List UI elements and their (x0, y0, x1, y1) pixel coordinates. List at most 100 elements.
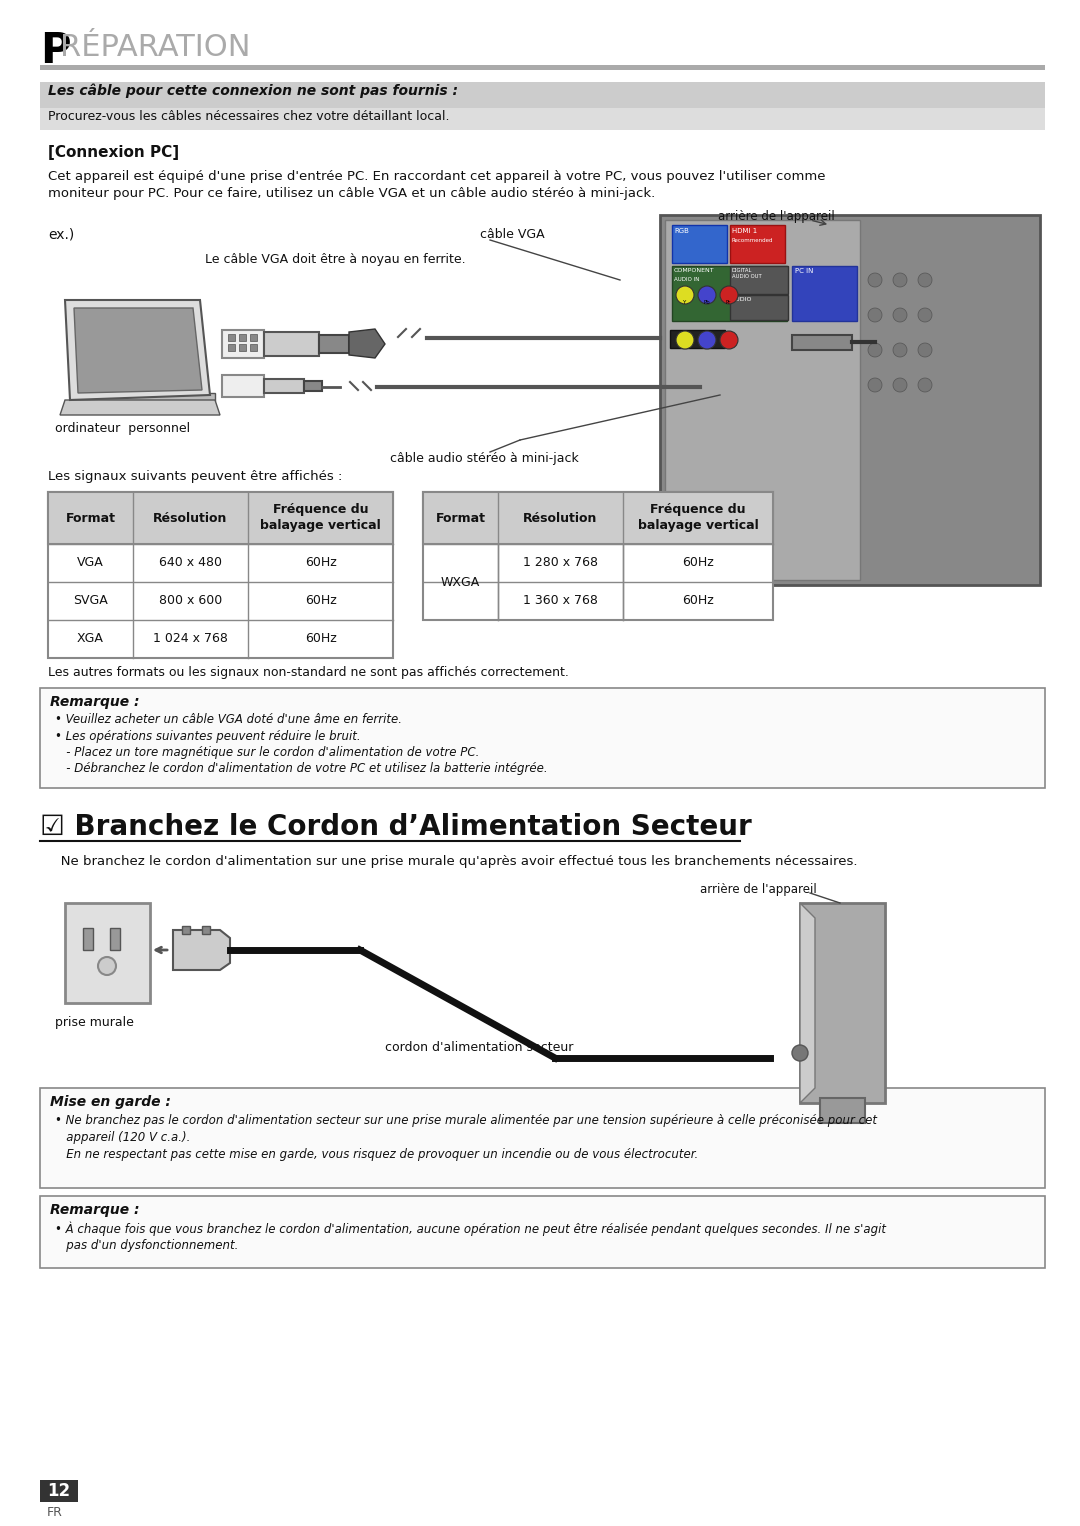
Circle shape (676, 331, 694, 349)
Text: 1 360 x 768: 1 360 x 768 (523, 595, 598, 607)
Circle shape (868, 308, 882, 322)
Circle shape (918, 273, 932, 287)
Text: XGA: XGA (77, 632, 104, 645)
Text: appareil (120 V c.a.).: appareil (120 V c.a.). (55, 1131, 190, 1144)
Circle shape (698, 331, 716, 349)
Bar (264, 378, 303, 394)
Text: 640 x 480: 640 x 480 (159, 557, 222, 569)
Text: AUDIO: AUDIO (732, 298, 753, 302)
Text: ordinateur  personnel: ordinateur personnel (55, 423, 190, 435)
Bar (423, 491, 773, 543)
Text: Mise en garde :: Mise en garde : (50, 1096, 171, 1109)
Text: PC IN: PC IN (795, 269, 813, 275)
Text: Résolution: Résolution (524, 511, 597, 525)
Circle shape (698, 285, 716, 304)
Bar (800, 903, 885, 1103)
Text: WXGA: WXGA (441, 575, 481, 589)
Circle shape (98, 957, 116, 975)
Bar (319, 336, 349, 353)
Circle shape (918, 308, 932, 322)
Polygon shape (75, 308, 202, 394)
Bar (40, 688, 1045, 787)
Circle shape (893, 378, 907, 392)
Bar (83, 928, 93, 951)
Text: 1 024 x 768: 1 024 x 768 (153, 632, 228, 645)
Text: Fréquence du
balayage vertical: Fréquence du balayage vertical (637, 504, 758, 533)
Bar (730, 295, 788, 320)
Circle shape (868, 378, 882, 392)
Text: AUDIO IN: AUDIO IN (674, 278, 700, 282)
Polygon shape (173, 929, 230, 971)
Text: SVGA: SVGA (73, 595, 108, 607)
Text: DIGITAL
AUDIO OUT: DIGITAL AUDIO OUT (732, 269, 761, 279)
Text: 60Hz: 60Hz (305, 557, 336, 569)
Text: Remarque :: Remarque : (50, 694, 139, 710)
Text: Format: Format (66, 511, 116, 525)
Text: 60Hz: 60Hz (683, 595, 714, 607)
Text: 12: 12 (48, 1482, 70, 1500)
Bar (110, 928, 120, 951)
Text: Pr: Pr (726, 299, 731, 305)
Bar (40, 1196, 1045, 1268)
Text: 60Hz: 60Hz (305, 632, 336, 645)
Bar (40, 1088, 1045, 1189)
Text: Ne branchez le cordon d'alimentation sur une prise murale qu'après avoir effectu: Ne branchez le cordon d'alimentation sur… (48, 855, 858, 868)
Text: Les signaux suivants peuvent être affichés :: Les signaux suivants peuvent être affich… (48, 470, 342, 484)
Text: Procurez-vous les câbles nécessaires chez votre détaillant local.: Procurez-vous les câbles nécessaires che… (48, 110, 449, 124)
Text: Les autres formats ou les signaux non-standard ne sont pas affichés correctement: Les autres formats ou les signaux non-st… (48, 665, 569, 679)
Circle shape (893, 308, 907, 322)
Bar (820, 1099, 865, 1123)
Text: câble audio stéréo à mini-jack: câble audio stéréo à mini-jack (390, 452, 579, 465)
Circle shape (868, 343, 882, 357)
Bar (423, 491, 773, 620)
Text: HDMI 1: HDMI 1 (732, 227, 757, 233)
Text: • Les opérations suivantes peuvent réduire le bruit.: • Les opérations suivantes peuvent rédui… (55, 729, 361, 743)
Circle shape (720, 285, 738, 304)
Text: - Placez un tore magnétique sur le cordon d'alimentation de votre PC.: - Placez un tore magnétique sur le cordo… (55, 746, 480, 758)
Bar (239, 343, 246, 351)
Bar (222, 375, 264, 397)
Circle shape (893, 273, 907, 287)
Text: • À chaque fois que vous branchez le cordon d'alimentation, aucune opération ne : • À chaque fois que vous branchez le cor… (55, 1222, 886, 1236)
Text: Y: Y (681, 299, 685, 305)
Polygon shape (349, 330, 384, 359)
Text: VGA: VGA (77, 557, 104, 569)
Text: Le câble VGA doit être à noyau en ferrite.: Le câble VGA doit être à noyau en ferrit… (205, 253, 465, 266)
Bar (65, 903, 150, 1003)
Text: prise murale: prise murale (55, 1016, 134, 1029)
Text: 800 x 600: 800 x 600 (159, 595, 222, 607)
Text: Recommended: Recommended (732, 238, 773, 243)
Bar (665, 220, 860, 580)
Bar (660, 215, 1040, 584)
Bar (40, 82, 1045, 108)
Bar (792, 266, 858, 320)
Text: arrière de l'appareil: arrière de l'appareil (700, 884, 816, 896)
Circle shape (720, 331, 738, 349)
Text: 60Hz: 60Hz (305, 595, 336, 607)
Text: ex.): ex.) (48, 227, 75, 243)
Bar (202, 926, 210, 934)
Bar (228, 343, 235, 351)
Text: arrière de l'appareil: arrière de l'appareil (718, 211, 835, 223)
Bar (672, 266, 787, 320)
Text: Les câble pour cette connexion ne sont pas fournis :: Les câble pour cette connexion ne sont p… (48, 84, 458, 99)
Bar (40, 66, 1045, 70)
Circle shape (676, 285, 694, 304)
Circle shape (868, 273, 882, 287)
Circle shape (918, 378, 932, 392)
Text: Pb: Pb (704, 299, 711, 305)
Bar (672, 224, 727, 262)
Text: câble VGA: câble VGA (480, 227, 544, 241)
Text: ☑ Branchez le Cordon d’Alimentation Secteur: ☑ Branchez le Cordon d’Alimentation Sect… (40, 813, 752, 841)
Text: • Veuillez acheter un câble VGA doté d'une âme en ferrite.: • Veuillez acheter un câble VGA doté d'u… (55, 713, 402, 726)
Bar (48, 491, 393, 658)
Bar (249, 334, 257, 340)
Text: cordon d'alimentation secteur: cordon d'alimentation secteur (384, 1041, 573, 1054)
Text: Cet appareil est équipé d'une prise d'entrée PC. En raccordant cet appareil à vo: Cet appareil est équipé d'une prise d'en… (48, 169, 825, 183)
Text: moniteur pour PC. Pour ce faire, utilisez un câble VGA et un câble audio stéréo : moniteur pour PC. Pour ce faire, utilise… (48, 188, 656, 200)
Bar (40, 1480, 78, 1502)
Bar (183, 926, 190, 934)
Bar (670, 330, 725, 348)
Text: RGB: RGB (674, 227, 689, 233)
Bar (222, 330, 264, 359)
